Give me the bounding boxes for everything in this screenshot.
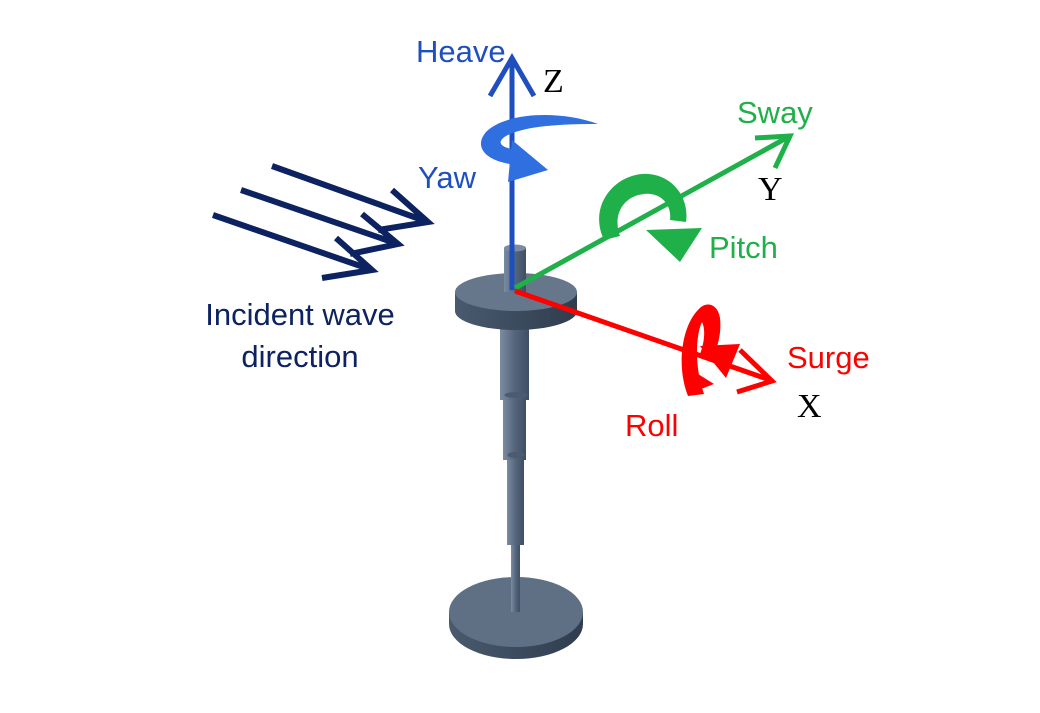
heave-label: Heave	[416, 34, 506, 69]
incident-wave-arrows-icon	[212, 163, 435, 281]
yaw-rotation-arrow-icon	[480, 114, 598, 182]
roll-rotation-arrow-icon	[681, 304, 740, 396]
surge-label: Surge	[787, 340, 870, 375]
z-axis-label: Z	[543, 63, 564, 100]
spar-shaft	[500, 320, 529, 612]
sway-axis-arrow	[513, 133, 795, 291]
pitch-label: Pitch	[709, 230, 778, 265]
incident-wave-label-line1: Incident wave	[205, 297, 395, 332]
roll-label: Roll	[625, 408, 678, 443]
surge-axis-arrow	[514, 288, 777, 395]
sway-label: Sway	[737, 95, 813, 130]
x-axis-label: X	[797, 388, 822, 425]
y-axis-label: Y	[758, 171, 783, 208]
incident-wave-label-line2: direction	[241, 339, 358, 374]
yaw-label: Yaw	[418, 160, 477, 195]
pitch-rotation-arrow-icon	[599, 173, 702, 262]
